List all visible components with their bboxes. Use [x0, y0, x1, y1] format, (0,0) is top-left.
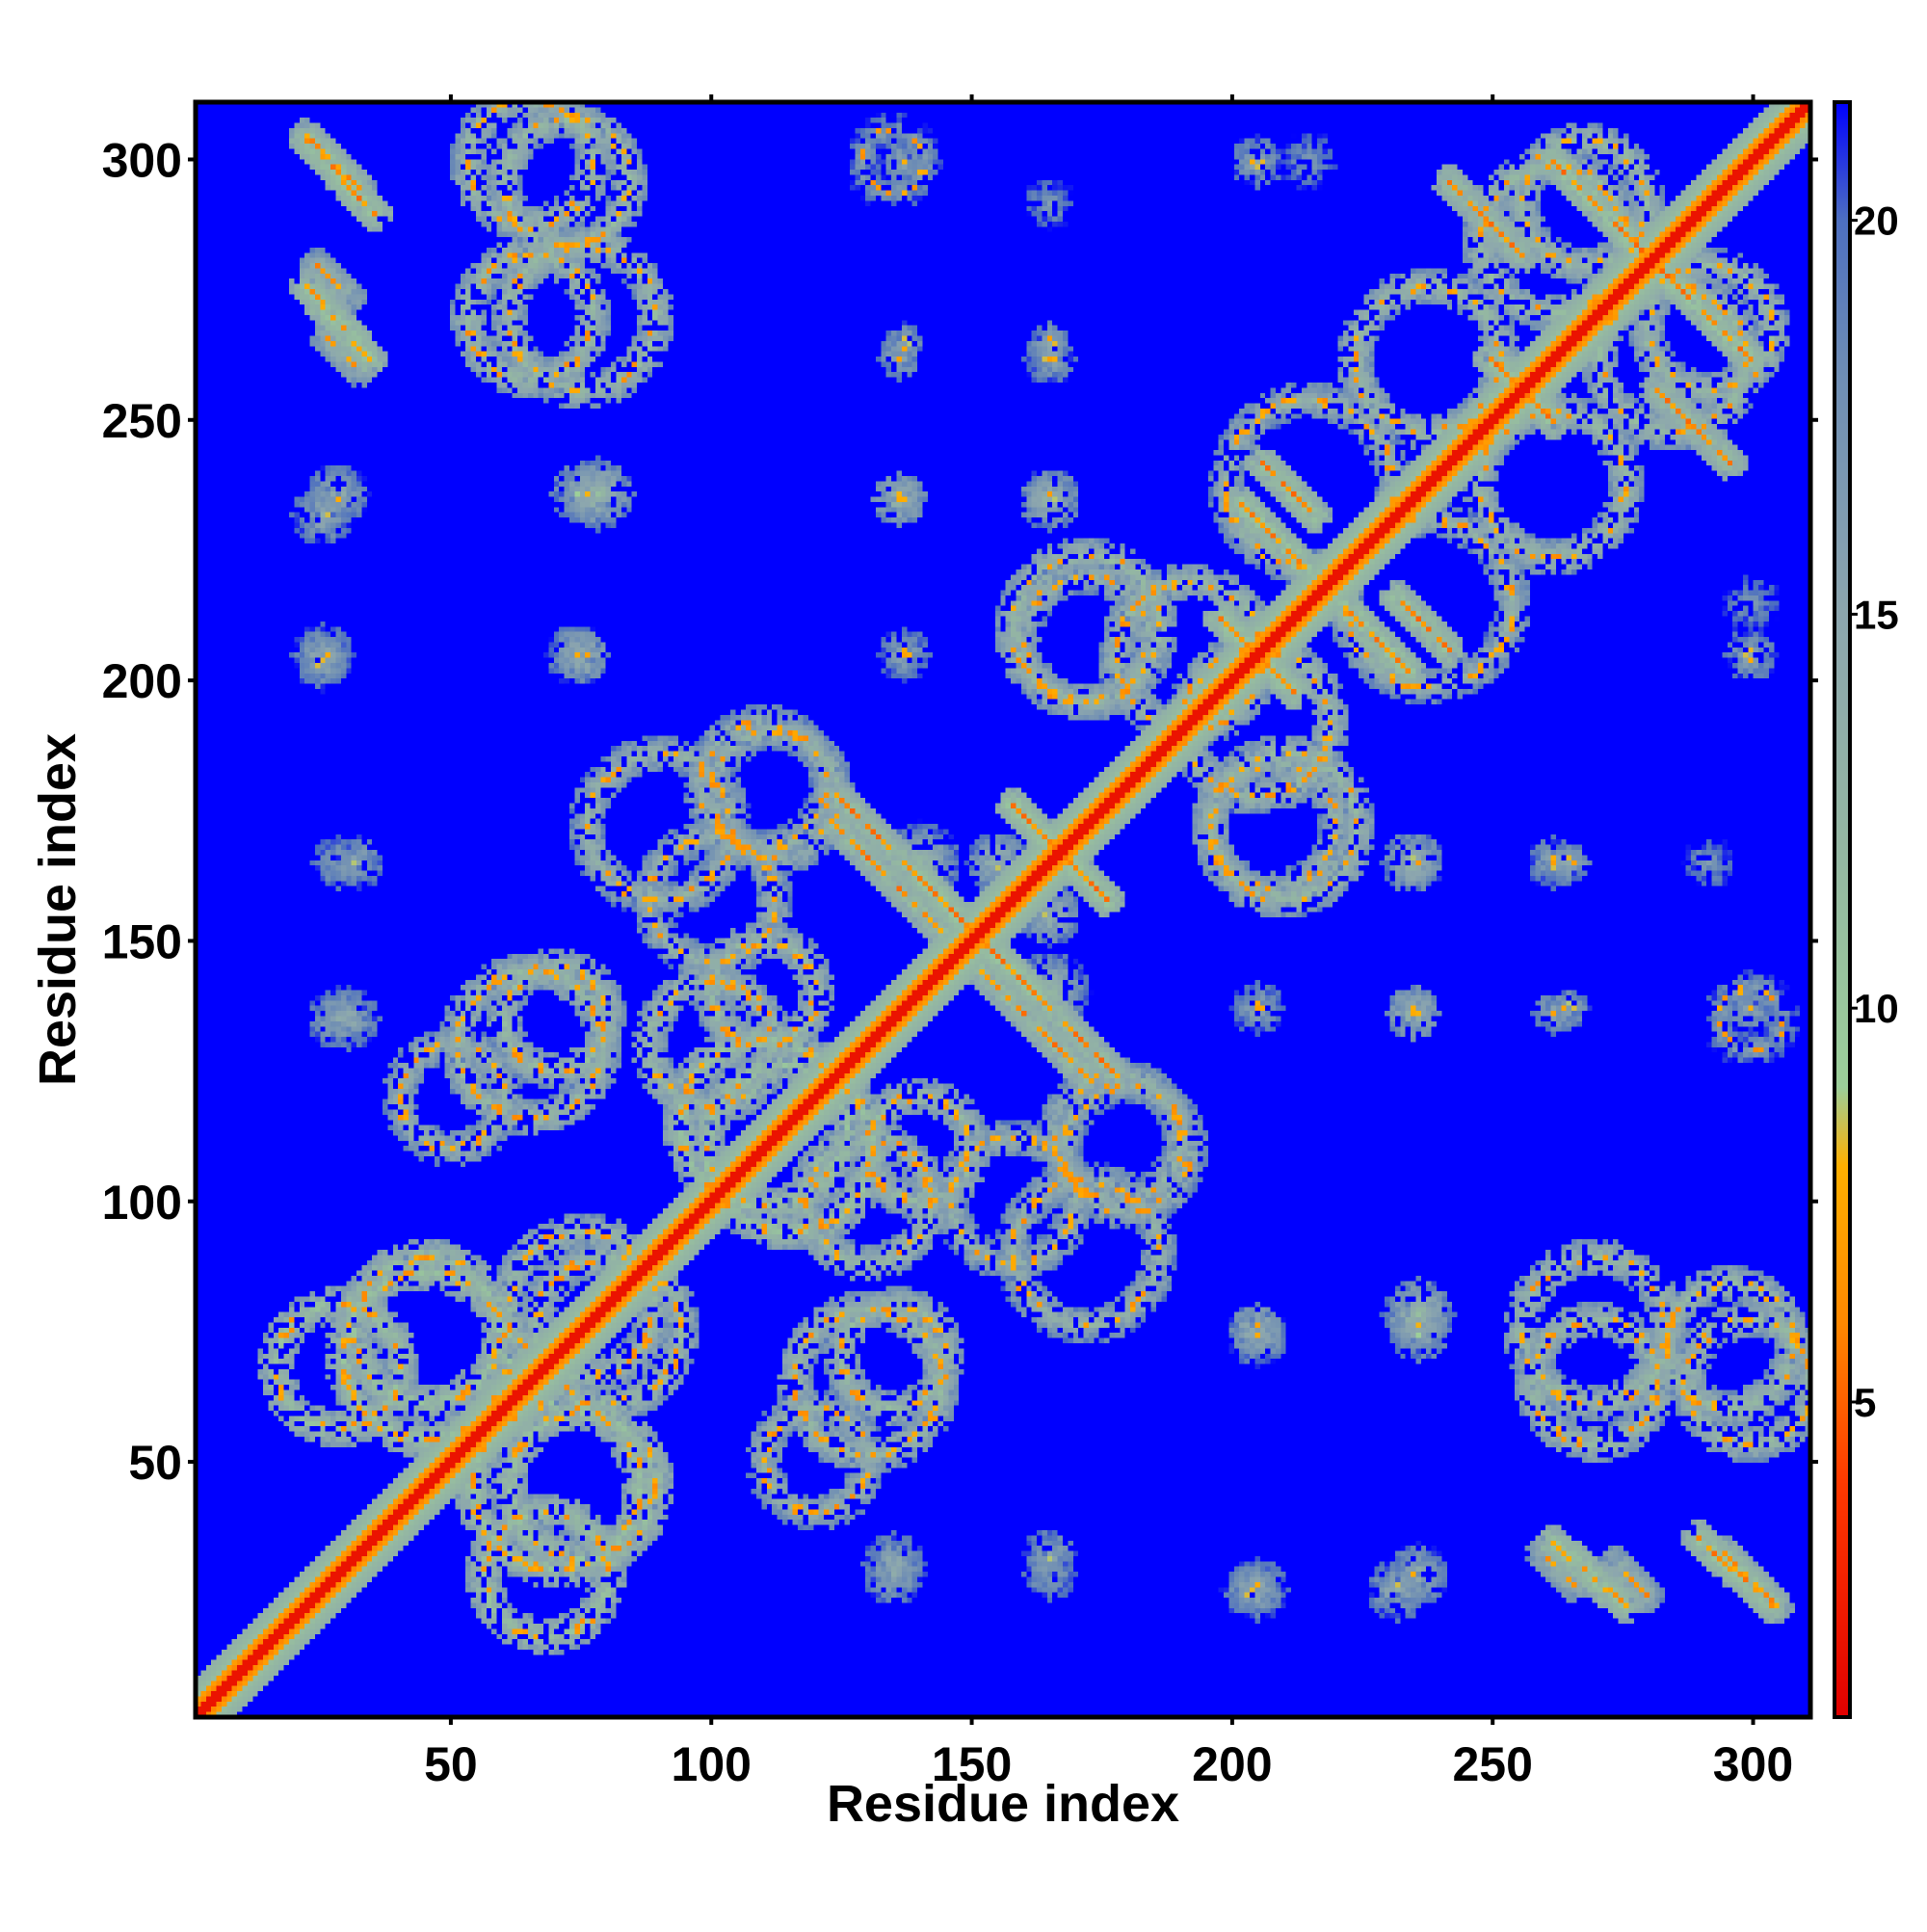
x-tick-label: 250	[1452, 1737, 1532, 1791]
x-tick-label: 100	[672, 1737, 752, 1791]
y-tick-label: 300	[102, 133, 182, 187]
y-tick-label: 200	[102, 654, 182, 708]
colorbar-frame	[1833, 100, 1852, 1719]
x-tick-label: 50	[424, 1737, 478, 1791]
y-tick-label: 250	[102, 394, 182, 448]
colorbar-tick-label: 5	[1854, 1380, 1876, 1425]
heatmap	[196, 102, 1810, 1717]
y-axis-label: Residue index	[29, 733, 87, 1086]
colorbar: 5 10 15 20	[1833, 100, 1899, 1719]
y-tick-label: 50	[128, 1436, 182, 1490]
colorbar-tick-label: 20	[1854, 198, 1899, 244]
y-axis: 50 100 150 200 250 300	[102, 133, 1818, 1490]
y-tick-label: 150	[102, 914, 182, 968]
x-tick-label: 300	[1713, 1737, 1793, 1791]
x-tick-label: 150	[932, 1737, 1012, 1791]
colorbar-fill	[1835, 102, 1850, 1717]
colorbar-tick-label: 15	[1854, 592, 1899, 637]
x-axis-label: Residue index	[827, 1775, 1179, 1833]
colorbar-ticks: 5 10 15 20	[1850, 198, 1899, 1425]
heatmap-cells	[196, 102, 1810, 1717]
colorbar-tick-label: 10	[1854, 986, 1899, 1031]
y-tick-label: 100	[102, 1176, 182, 1230]
x-tick-label: 200	[1192, 1737, 1272, 1791]
plot-frame	[193, 99, 1813, 1720]
x-axis: 50 100 150 200 250 300	[424, 94, 1793, 1791]
